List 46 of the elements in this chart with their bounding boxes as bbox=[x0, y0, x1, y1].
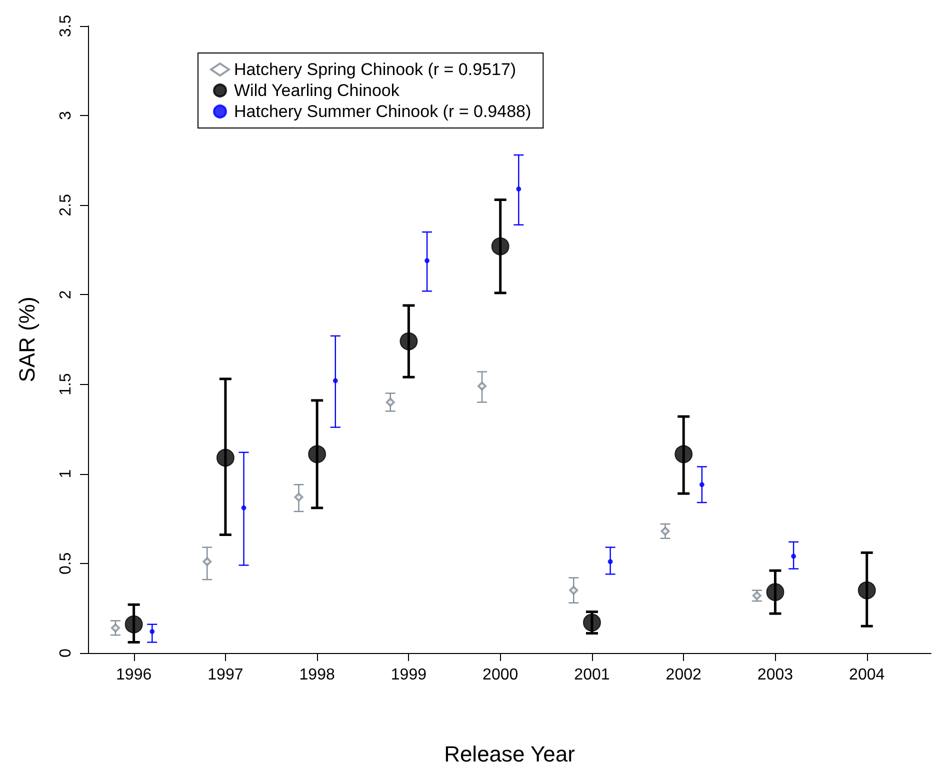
y-tick-label: 2.5 bbox=[58, 194, 74, 216]
point bbox=[582, 614, 601, 632]
point bbox=[791, 554, 796, 559]
point bbox=[400, 332, 418, 350]
point bbox=[516, 186, 522, 192]
y-tick-label: 1.5 bbox=[58, 373, 74, 396]
point bbox=[569, 586, 578, 595]
y-tick-label: 0 bbox=[58, 648, 74, 658]
x-tick-label: 2004 bbox=[849, 666, 885, 684]
point bbox=[308, 445, 326, 464]
x-tick-label: 1998 bbox=[299, 666, 335, 684]
point bbox=[491, 237, 510, 256]
point bbox=[332, 378, 338, 384]
point bbox=[294, 492, 304, 502]
point bbox=[202, 557, 212, 566]
point bbox=[386, 398, 395, 407]
x-tick-label: 1996 bbox=[116, 666, 152, 684]
y-tick-label: 2 bbox=[58, 290, 74, 300]
point bbox=[858, 581, 876, 600]
point bbox=[150, 629, 155, 634]
point bbox=[608, 559, 613, 564]
legend-label: Hatchery Summer Chinook (r = 0.9488) bbox=[234, 102, 532, 121]
point bbox=[110, 623, 120, 632]
point bbox=[216, 448, 234, 467]
point bbox=[674, 445, 693, 464]
x-tick-label: 2000 bbox=[482, 666, 518, 684]
point bbox=[699, 482, 704, 488]
y-tick-label: 0.5 bbox=[58, 552, 74, 575]
point bbox=[124, 615, 143, 634]
x-tick-label: 2002 bbox=[666, 666, 702, 684]
x-tick-label: 1997 bbox=[208, 666, 244, 684]
point bbox=[478, 382, 487, 391]
point bbox=[766, 583, 784, 602]
point bbox=[424, 258, 430, 264]
x-tick-label: 1999 bbox=[390, 666, 427, 684]
x-tick-label: 2001 bbox=[574, 666, 610, 684]
point bbox=[660, 526, 670, 536]
y-tick-label: 1 bbox=[58, 469, 74, 478]
legend-label: Hatchery Spring Chinook (r = 0.9517) bbox=[234, 60, 516, 79]
point bbox=[241, 505, 246, 510]
y-axis-title: SAR (%) bbox=[14, 296, 40, 382]
y-tick-label: 3.5 bbox=[58, 14, 74, 38]
y-tick-label: 3 bbox=[58, 111, 74, 120]
legend-label: Wild Yearling Chinook bbox=[234, 81, 400, 100]
x-axis-title: Release Year bbox=[444, 742, 575, 766]
x-tick-label: 2003 bbox=[757, 666, 794, 684]
